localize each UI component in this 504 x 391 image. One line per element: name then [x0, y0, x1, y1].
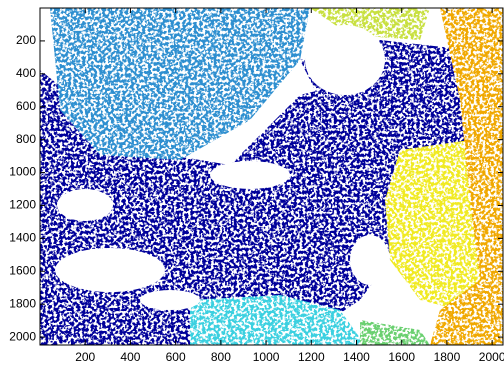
x-tick-label: 200 [75, 350, 95, 364]
y-tick-label: 800 [16, 132, 36, 146]
image-area [40, 8, 503, 345]
x-tick-label: 1200 [298, 350, 325, 364]
x-tick-label: 1800 [434, 350, 461, 364]
y-tick-label: 200 [16, 33, 36, 47]
x-tick-label: 1400 [343, 350, 370, 364]
y-tick-label: 400 [16, 66, 36, 80]
x-tick-label: 2000 [479, 350, 504, 364]
axes-box [39, 7, 504, 346]
y-tick-label: 2000 [9, 329, 36, 343]
x-tick-label: 1600 [388, 350, 415, 364]
y-tick-label: 1000 [9, 165, 36, 179]
y-tick-label: 1600 [9, 263, 36, 277]
x-tick-label: 600 [166, 350, 186, 364]
x-tick-label: 400 [120, 350, 140, 364]
y-tick-label: 1800 [9, 296, 36, 310]
y-tick-label: 1200 [9, 198, 36, 212]
y-tick-label: 1400 [9, 231, 36, 245]
y-tick-label: 600 [16, 99, 36, 113]
x-tick-label: 1000 [253, 350, 280, 364]
x-tick-label: 800 [211, 350, 231, 364]
